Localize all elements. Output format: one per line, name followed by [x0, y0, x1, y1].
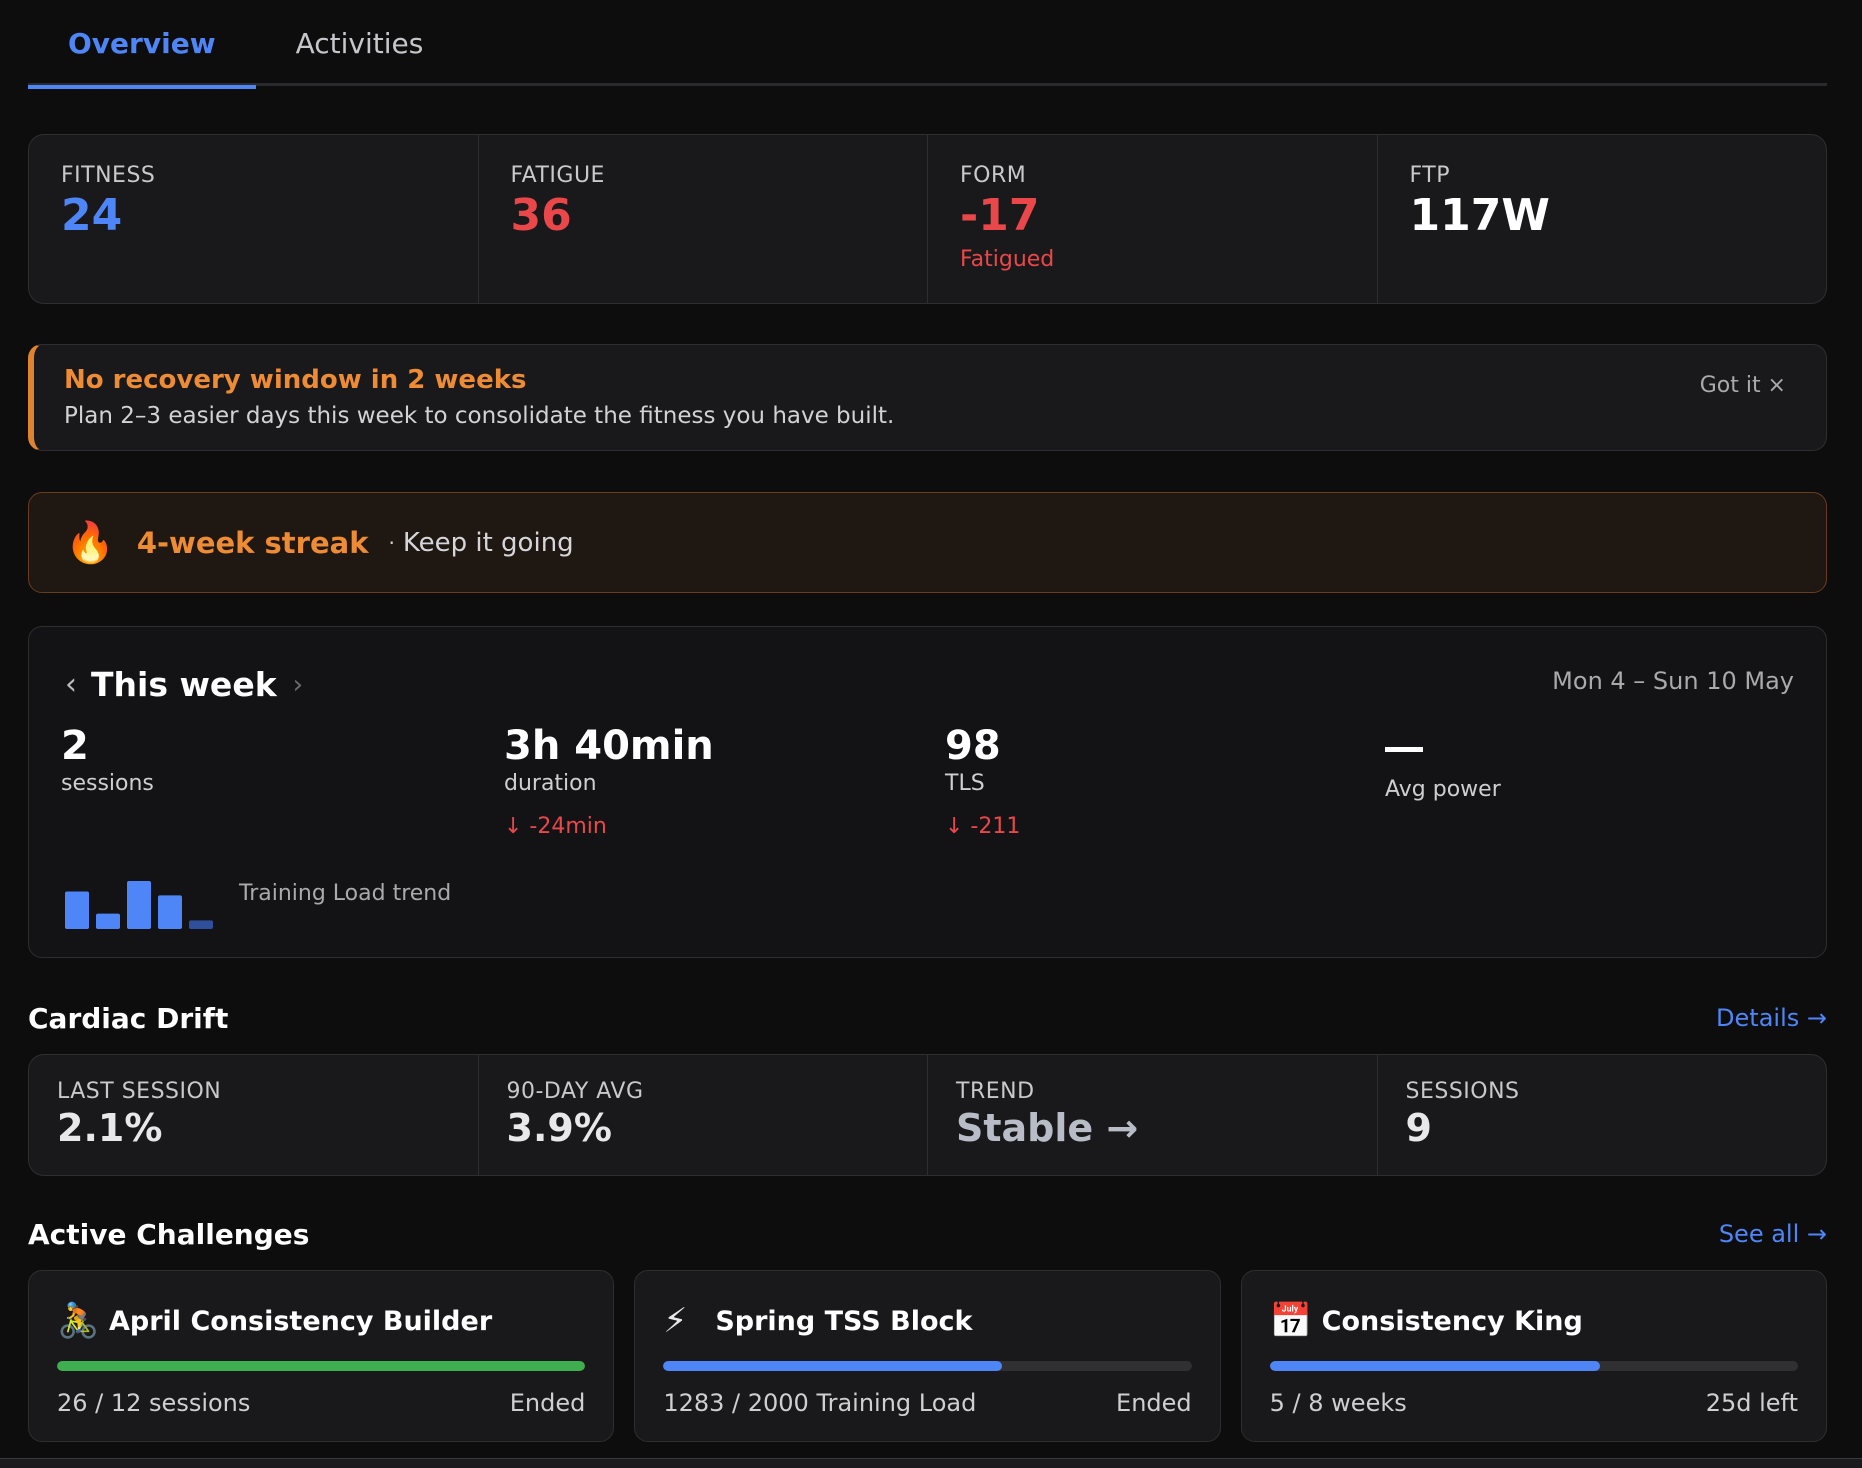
- challenge-title: April Consistency Builder: [109, 1305, 493, 1337]
- form-label: FORM: [960, 163, 1027, 188]
- challenge-progress-bar: [663, 1361, 1192, 1371]
- cardiac-drift-title: Cardiac Drift: [28, 1002, 229, 1035]
- window-bottom-edge: [0, 1458, 1862, 1468]
- sparkline-bar: [127, 881, 151, 929]
- challenge-title: Consistency King: [1321, 1305, 1583, 1337]
- challenge-status: 25d left: [1705, 1389, 1798, 1417]
- ftp-value: 117W: [1409, 190, 1550, 241]
- lightning-icon: ⚡: [663, 1301, 688, 1341]
- avg-power-stat: Avg power: [1385, 723, 1501, 802]
- tab-overview[interactable]: Overview: [28, 0, 256, 89]
- see-all-challenges-link[interactable]: See all →: [1718, 1220, 1827, 1248]
- challenge-status: Ended: [1116, 1389, 1192, 1417]
- cardiac-drift-details-link[interactable]: Details →: [1716, 1004, 1827, 1032]
- sparkline-bar: [158, 895, 182, 929]
- fitness-label: FITNESS: [61, 163, 156, 188]
- fitness-value: 24: [61, 190, 123, 241]
- weekly-summary-card: ‹ This week › Mon 4 – Sun 10 May 2 sessi…: [28, 626, 1827, 958]
- chevron-right-icon[interactable]: ›: [292, 669, 304, 700]
- dismiss-alert-button[interactable]: Got it ×: [1699, 373, 1786, 398]
- sessions-value: 2: [61, 723, 89, 769]
- sessions-count-label: SESSIONS: [1405, 1079, 1520, 1104]
- tls-label: TLS: [945, 771, 985, 796]
- tls-stat: 98 TLS ↓ -211: [945, 723, 1020, 839]
- challenge-progress-text: 26 / 12 sessions: [57, 1389, 251, 1417]
- form-value: -17: [960, 190, 1040, 241]
- challenge-progress-fill: [1269, 1361, 1600, 1371]
- challenge-card[interactable]: 🚴 April Consistency Builder 26 / 12 sess…: [28, 1270, 615, 1442]
- sessions-label: sessions: [61, 771, 154, 796]
- cardiac-drift-metrics: LAST SESSION 2.1% 90-DAY AVG 3.9% TREND …: [28, 1054, 1827, 1176]
- trend-metric: TREND Stable →: [928, 1055, 1378, 1175]
- last-session-label: LAST SESSION: [57, 1079, 222, 1104]
- calendar-icon: 📅: [1269, 1301, 1312, 1341]
- streak-title: 4-week streak: [136, 525, 369, 560]
- training-load-sparkline: [65, 881, 213, 929]
- sparkline-bar: [189, 920, 213, 929]
- sparkline-bar: [65, 891, 89, 929]
- sessions-stat: 2 sessions: [61, 723, 154, 796]
- challenge-progress-bar: [57, 1361, 586, 1371]
- week-title: This week: [91, 665, 277, 704]
- ninety-day-avg-value: 3.9%: [506, 1106, 612, 1150]
- fatigue-label: FATIGUE: [510, 163, 605, 188]
- alert-title: No recovery window in 2 weeks: [64, 365, 527, 395]
- challenge-card[interactable]: 📅 Consistency King 5 / 8 weeks 25d left: [1240, 1270, 1827, 1442]
- avg-power-value: [1385, 723, 1501, 775]
- tab-bar: Overview Activities: [28, 0, 1827, 89]
- challenge-status: Ended: [509, 1389, 586, 1417]
- week-navigator: ‹ This week ›: [65, 665, 303, 704]
- challenge-card[interactable]: ⚡ Spring TSS Block 1283 / 2000 Training …: [634, 1270, 1221, 1442]
- trend-label: TREND: [956, 1079, 1035, 1104]
- sparkline-bar: [96, 913, 120, 929]
- ninety-day-avg-metric: 90-DAY AVG 3.9%: [479, 1055, 928, 1175]
- last-session-metric: LAST SESSION 2.1%: [29, 1055, 479, 1175]
- streak-banner: 🔥 4-week streak · Keep it going: [28, 492, 1827, 593]
- alert-text: Plan 2–3 easier days this week to consol…: [64, 403, 895, 429]
- fatigue-value: 36: [510, 190, 572, 241]
- cyclist-icon: 🚴: [57, 1301, 100, 1341]
- active-challenges-title: Active Challenges: [28, 1218, 310, 1251]
- streak-subtitle: Keep it going: [402, 527, 574, 558]
- fatigue-metric: FATIGUE 36: [479, 135, 928, 303]
- ftp-label: FTP: [1409, 163, 1450, 188]
- duration-value: 3h 40min: [504, 723, 714, 769]
- challenge-progress-bar: [1269, 1361, 1798, 1371]
- ninety-day-avg-label: 90-DAY AVG: [506, 1079, 644, 1104]
- duration-stat: 3h 40min duration ↓ -24min: [504, 723, 714, 839]
- form-metric: FORM -17 Fatigued: [928, 135, 1378, 303]
- tls-value: 98: [945, 723, 1001, 769]
- challenge-progress-text: 5 / 8 weeks: [1269, 1389, 1407, 1417]
- week-date-range: Mon 4 – Sun 10 May: [1552, 667, 1794, 695]
- tab-activities[interactable]: Activities: [295, 26, 424, 60]
- challenge-progress-fill: [57, 1361, 586, 1371]
- training-load-trend-label: Training Load trend: [239, 881, 452, 906]
- ftp-metric: FTP 117W: [1378, 135, 1827, 303]
- challenge-progress-text: 1283 / 2000 Training Load: [663, 1389, 977, 1417]
- tls-delta: ↓ -211: [945, 814, 1021, 839]
- form-status: Fatigued: [960, 247, 1055, 272]
- streak-separator: ·: [388, 530, 395, 555]
- challenge-title: Spring TSS Block: [715, 1305, 973, 1337]
- sessions-count-value: 9: [1405, 1106, 1432, 1150]
- fitness-metric: FITNESS 24: [29, 135, 479, 303]
- duration-label: duration: [504, 771, 597, 796]
- flame-icon: 🔥: [65, 520, 115, 566]
- empty-value-dash: [1385, 747, 1423, 752]
- challenge-progress-fill: [663, 1361, 1003, 1371]
- chevron-left-icon[interactable]: ‹: [65, 667, 77, 702]
- avg-power-label: Avg power: [1385, 777, 1501, 802]
- fitness-metrics: FITNESS 24 FATIGUE 36 FORM -17 Fatigued …: [28, 134, 1827, 304]
- sessions-count-metric: SESSIONS 9: [1378, 1055, 1827, 1175]
- last-session-value: 2.1%: [57, 1106, 163, 1150]
- trend-value: Stable →: [956, 1106, 1139, 1150]
- recovery-alert: No recovery window in 2 weeks Plan 2–3 e…: [28, 344, 1827, 451]
- challenge-list: 🚴 April Consistency Builder 26 / 12 sess…: [28, 1270, 1827, 1442]
- duration-delta: ↓ -24min: [504, 814, 607, 839]
